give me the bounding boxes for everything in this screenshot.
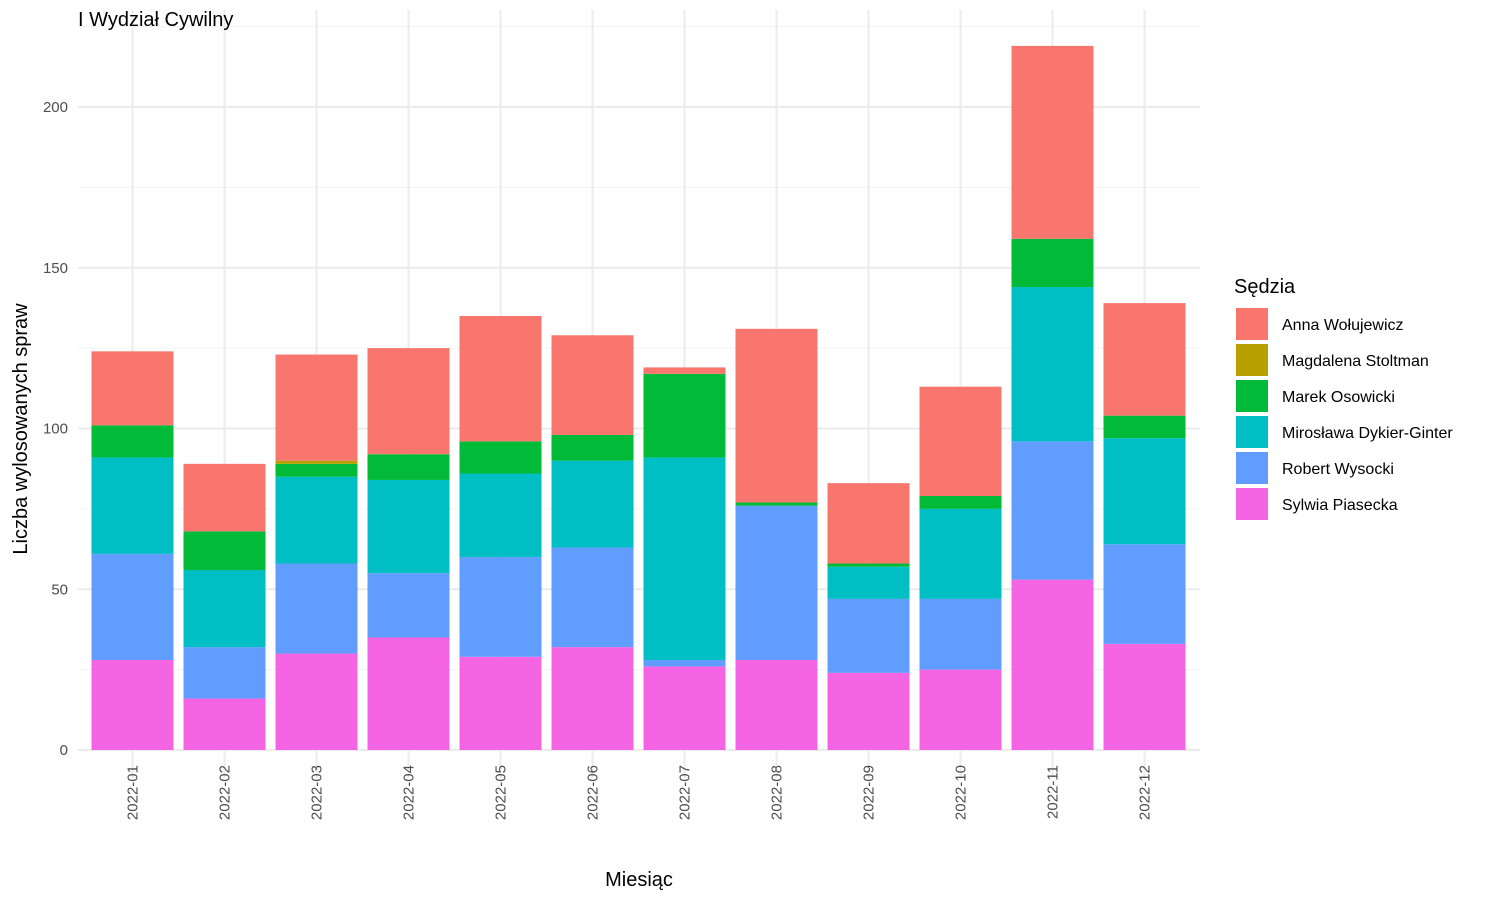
- x-axis-title: Miesiąc: [605, 869, 673, 891]
- legend-label: Anna Wołujewicz: [1282, 317, 1404, 334]
- x-tick-label: 2022-10: [953, 765, 970, 820]
- y-tick-label: 0: [60, 742, 68, 759]
- x-tick-label: 2022-09: [861, 765, 878, 820]
- legend-swatch: [1236, 416, 1268, 448]
- bar-segment: [275, 460, 358, 464]
- bar-segment: [459, 441, 542, 474]
- bar-segment: [919, 508, 1002, 599]
- bar-segment: [919, 386, 1002, 497]
- legend-swatch: [1236, 380, 1268, 412]
- bar-segment: [919, 496, 1002, 509]
- bar-segment: [1103, 643, 1186, 750]
- bar-segment: [1103, 415, 1186, 439]
- bar-segment: [551, 335, 634, 435]
- bar-segment: [367, 479, 450, 574]
- legend-title: Sędzia: [1234, 276, 1296, 298]
- bar-segment: [91, 553, 174, 660]
- bar-segment: [1103, 303, 1186, 416]
- legend-items: Anna Wołujewicz Magdalena Stoltman Marek O…: [1236, 308, 1453, 520]
- legend-label: Sylwia Piasecka: [1282, 497, 1398, 514]
- bar-segment: [1103, 438, 1186, 545]
- bar-segment: [183, 463, 266, 532]
- x-tick-label: 2022-03: [309, 765, 326, 820]
- bar-segment: [827, 598, 910, 673]
- bar-segment: [643, 367, 726, 374]
- bar-segment: [275, 563, 358, 654]
- bar-segment: [183, 698, 266, 750]
- bar-segment: [459, 557, 542, 657]
- bar-segment: [551, 547, 634, 648]
- legend-swatch: [1236, 308, 1268, 340]
- x-tick-label: 2022-07: [677, 765, 694, 820]
- x-tick-label: 2022-04: [401, 765, 418, 820]
- bar-segment: [1011, 441, 1094, 580]
- bar-segment: [551, 647, 634, 750]
- bar-segment: [91, 425, 174, 458]
- bar-segment: [643, 666, 726, 750]
- x-tick-label: 2022-05: [493, 765, 510, 820]
- bar-segment: [367, 454, 450, 480]
- bar-segment: [1103, 544, 1186, 644]
- legend-swatch: [1236, 488, 1268, 520]
- bar-segment: [275, 476, 358, 564]
- y-tick-label: 50: [51, 581, 68, 598]
- bar-segment: [643, 659, 726, 667]
- chart-title: I Wydział Cywilny: [78, 9, 233, 31]
- x-tick-label: 2022-02: [217, 765, 234, 820]
- bar-segment: [183, 531, 266, 570]
- y-tick-label: 100: [43, 421, 68, 438]
- bar-segment: [183, 647, 266, 699]
- bar-segment: [183, 569, 266, 648]
- bar-segment: [735, 328, 818, 503]
- bar-segment: [275, 653, 358, 750]
- x-axis-ticks: 2022-01 2022-02 2022-03 2022-04 2022-05 2022-…: [125, 765, 1154, 820]
- bar-segment: [735, 505, 818, 660]
- bar-segment: [551, 460, 634, 548]
- bar-segment: [827, 566, 910, 599]
- bar-segment: [367, 637, 450, 750]
- legend-label: Mirosława Dykier-Ginter: [1282, 425, 1453, 442]
- bar-segment: [367, 573, 450, 638]
- x-tick-label: 2022-11: [1045, 765, 1062, 819]
- legend-label: Marek Osowicki: [1282, 389, 1395, 406]
- legend-swatch: [1236, 344, 1268, 376]
- bar-segment: [1011, 579, 1094, 750]
- bar-segment: [735, 502, 818, 506]
- legend-label: Magdalena Stoltman: [1282, 353, 1429, 370]
- bar-segment: [91, 659, 174, 750]
- bar-segment: [91, 351, 174, 426]
- x-tick-label: 2022-12: [1137, 765, 1154, 820]
- y-tick-label: 150: [43, 260, 68, 277]
- y-axis-ticks: 0 50 100 150 200: [43, 99, 68, 759]
- legend-label: Robert Wysocki: [1282, 461, 1394, 478]
- legend-swatch: [1236, 452, 1268, 484]
- bar-segment: [275, 463, 358, 477]
- x-tick-label: 2022-01: [125, 765, 142, 820]
- bar-segment: [1011, 287, 1094, 442]
- x-tick-label: 2022-08: [769, 765, 786, 820]
- bar-segment: [827, 483, 910, 564]
- bar-segment: [459, 473, 542, 558]
- bar-segment: [827, 672, 910, 750]
- bar-segment: [919, 669, 1002, 750]
- bar-segment: [367, 348, 450, 455]
- bars: [91, 45, 1186, 750]
- bar-segment: [459, 656, 542, 750]
- bar-segment: [275, 354, 358, 461]
- x-tick-label: 2022-06: [585, 765, 602, 820]
- y-tick-label: 200: [43, 99, 68, 116]
- bar-segment: [459, 315, 542, 442]
- bar-segment: [643, 373, 726, 458]
- y-axis-title: Liczba wylosowanych spraw: [10, 303, 32, 555]
- bar-segment: [551, 434, 634, 461]
- bar-segment: [1011, 45, 1094, 239]
- bar-segment: [919, 598, 1002, 670]
- legend: Sędzia Anna Wołujewicz Magdalena Stoltman…: [1234, 276, 1453, 520]
- bar-segment: [643, 457, 726, 660]
- bar-segment: [735, 659, 818, 750]
- bar-segment: [1011, 238, 1094, 288]
- bar-segment: [827, 563, 910, 567]
- bar-segment: [91, 457, 174, 554]
